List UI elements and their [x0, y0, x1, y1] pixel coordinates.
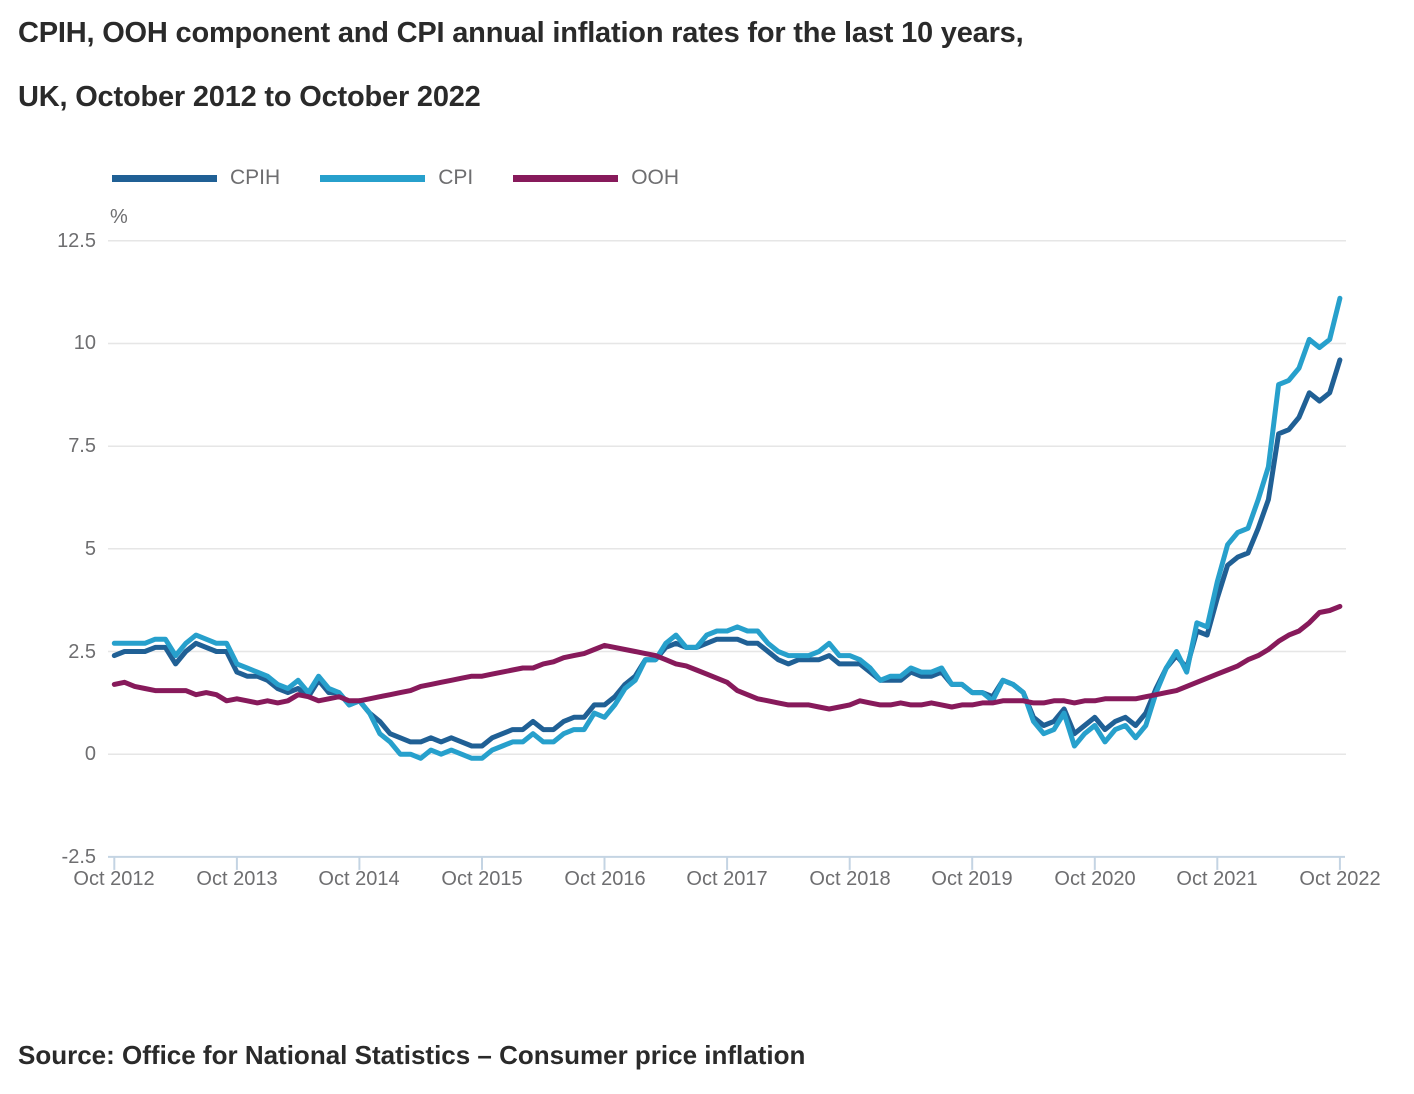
y-tick-label: 0 [84, 743, 96, 765]
legend-label-ooh: OOH [631, 166, 680, 189]
x-tick-label: Oct 2014 [318, 868, 400, 890]
ooh-line-swatch-icon [513, 174, 619, 182]
legend-item-cpi: CPI [320, 166, 473, 190]
y-tick-label: 12.5 [57, 230, 96, 252]
y-tick-label: 5 [84, 538, 96, 560]
chart-legend: CPIH CPI OOH [112, 166, 679, 190]
x-tick-label: Oct 2022 [1299, 868, 1381, 890]
x-tick-label: Oct 2015 [441, 868, 523, 890]
source-note: Source: Office for National Statistics –… [18, 1040, 806, 1070]
x-tick-label: Oct 2021 [1176, 868, 1258, 890]
x-tick-label: Oct 2012 [73, 868, 155, 890]
chart-title-line-1: CPIH, OOH component and CPI annual infla… [18, 17, 1024, 49]
y-tick-label: -2.5 [61, 846, 96, 868]
x-tick-label: Oct 2020 [1054, 868, 1136, 890]
series-line-ooh [111, 603, 1343, 712]
legend-label-cpi: CPI [438, 166, 474, 189]
x-tick-label: Oct 2019 [931, 868, 1013, 890]
cpi-line-swatch-icon [320, 174, 426, 182]
x-tick-label: Oct 2016 [564, 868, 646, 890]
legend-label-cpih: CPIH [230, 166, 281, 189]
x-tick-label: Oct 2013 [196, 868, 278, 890]
cpih-line-swatch-icon [112, 174, 217, 182]
y-tick-label: 10 [73, 332, 96, 354]
y-tick-label: 2.5 [68, 641, 96, 663]
legend-item-cpih: CPIH [112, 166, 280, 190]
series-line-cpi [111, 295, 1343, 761]
chart-title-line-2: UK, October 2012 to October 2022 [18, 81, 481, 113]
y-axis-unit-label: % [110, 206, 128, 228]
legend-item-ooh: OOH [513, 166, 679, 190]
x-tick-label: Oct 2018 [809, 868, 891, 890]
y-tick-label: 7.5 [68, 435, 96, 457]
x-tick-label: Oct 2017 [686, 868, 768, 890]
